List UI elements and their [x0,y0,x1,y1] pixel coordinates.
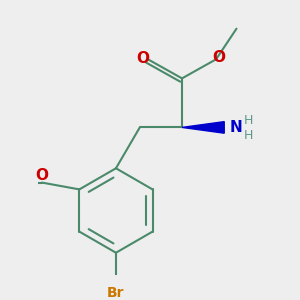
Text: Br: Br [107,286,125,300]
Text: O: O [212,50,225,65]
Polygon shape [182,122,224,133]
Text: O: O [35,168,48,183]
Text: H: H [243,129,253,142]
Text: N: N [230,120,243,135]
Text: H: H [243,114,253,127]
Text: O: O [137,51,150,66]
